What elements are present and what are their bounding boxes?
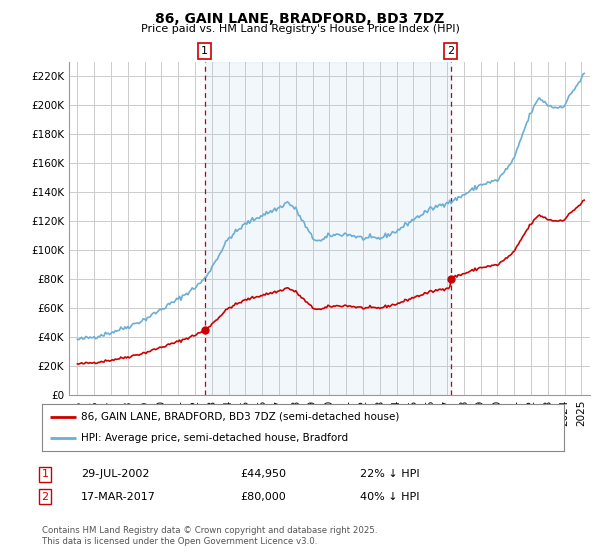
Text: Price paid vs. HM Land Registry's House Price Index (HPI): Price paid vs. HM Land Registry's House … [140,24,460,34]
Text: Contains HM Land Registry data © Crown copyright and database right 2025.
This d: Contains HM Land Registry data © Crown c… [42,526,377,546]
Text: HPI: Average price, semi-detached house, Bradford: HPI: Average price, semi-detached house,… [81,433,348,444]
Text: 40% ↓ HPI: 40% ↓ HPI [360,492,419,502]
Bar [205,62,451,395]
Text: 2: 2 [447,46,454,56]
Text: 1: 1 [201,46,208,56]
Text: 1: 1 [41,469,49,479]
Text: 17-MAR-2017: 17-MAR-2017 [81,492,156,502]
Text: 86, GAIN LANE, BRADFORD, BD3 7DZ: 86, GAIN LANE, BRADFORD, BD3 7DZ [155,12,445,26]
Text: £80,000: £80,000 [240,492,286,502]
Text: 2: 2 [41,492,49,502]
Text: £44,950: £44,950 [240,469,286,479]
Text: 86, GAIN LANE, BRADFORD, BD3 7DZ (semi-detached house): 86, GAIN LANE, BRADFORD, BD3 7DZ (semi-d… [81,412,400,422]
Text: 22% ↓ HPI: 22% ↓ HPI [360,469,419,479]
Text: 29-JUL-2002: 29-JUL-2002 [81,469,149,479]
